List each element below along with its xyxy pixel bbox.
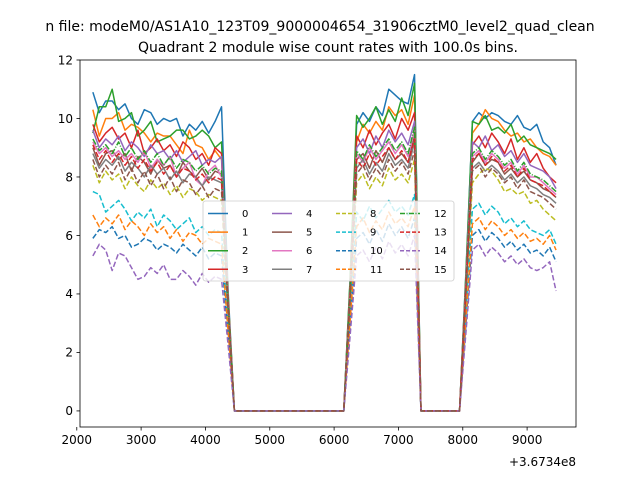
x-tick-label: 6000 xyxy=(319,433,350,447)
legend-label-11: 11 xyxy=(370,265,383,276)
legend-label-0: 0 xyxy=(242,209,248,220)
legend-label-3: 3 xyxy=(242,265,248,276)
legend-label-10: 10 xyxy=(370,246,383,257)
x-tick-label: 7000 xyxy=(383,433,414,447)
figure-suptitle: n file: modeM0/AS1A10_123T09_9000004654_… xyxy=(45,19,594,35)
x-tick-label: 2000 xyxy=(62,433,93,447)
legend-label-13: 13 xyxy=(434,228,447,239)
legend-label-4: 4 xyxy=(306,209,312,220)
y-tick-label: 0 xyxy=(65,404,73,418)
series-line-8 xyxy=(92,158,557,412)
x-tick-label: 9000 xyxy=(512,433,543,447)
plot-area: 2000 3000 4000 5000 6000 7000 8000 900002468101… xyxy=(58,53,577,447)
legend-label-14: 14 xyxy=(434,246,447,257)
chart-title: Quadrant 2 module wise count rates with … xyxy=(138,40,518,56)
legend-label-5: 5 xyxy=(306,228,312,239)
x-offset-label: +3.6734e8 xyxy=(509,455,576,469)
legend-label-2: 2 xyxy=(242,246,248,257)
legend-label-12: 12 xyxy=(434,209,447,220)
y-tick-label: 2 xyxy=(65,346,73,360)
legend-label-15: 15 xyxy=(434,265,447,276)
series-line-10 xyxy=(92,217,557,412)
legend-label-9: 9 xyxy=(370,228,376,239)
x-tick-label: 8000 xyxy=(448,433,479,447)
series-line-15 xyxy=(92,149,557,412)
y-tick-label: 8 xyxy=(65,170,73,184)
y-tick-label: 12 xyxy=(58,53,73,67)
x-tick-label: 5000 xyxy=(255,433,286,447)
y-tick-label: 6 xyxy=(65,229,73,243)
x-tick-label: 4000 xyxy=(190,433,221,447)
y-tick-label: 4 xyxy=(65,287,73,301)
legend-box xyxy=(202,200,455,282)
axes-frame xyxy=(79,59,577,428)
legend-label-8: 8 xyxy=(370,209,376,220)
legend-label-1: 1 xyxy=(242,228,248,239)
legend-label-7: 7 xyxy=(306,265,312,276)
legend-label-6: 6 xyxy=(306,246,312,257)
y-tick-label: 10 xyxy=(58,112,73,126)
x-tick-label: 3000 xyxy=(126,433,157,447)
